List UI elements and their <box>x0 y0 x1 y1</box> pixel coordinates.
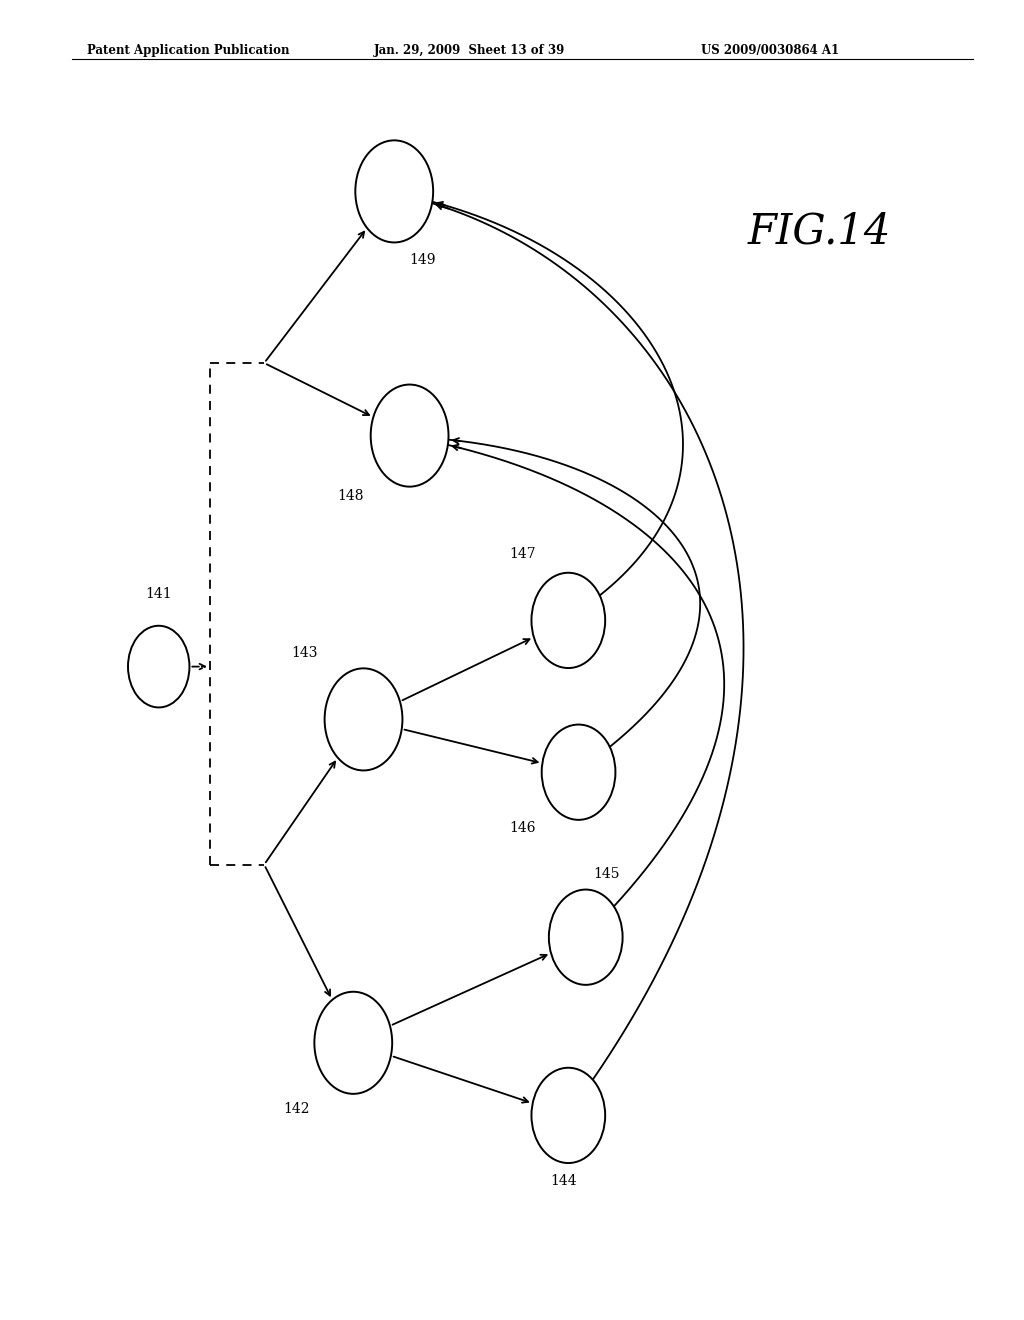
Text: 149: 149 <box>410 253 436 267</box>
Ellipse shape <box>325 668 402 771</box>
Text: Jan. 29, 2009  Sheet 13 of 39: Jan. 29, 2009 Sheet 13 of 39 <box>374 44 565 57</box>
Ellipse shape <box>314 991 392 1094</box>
Text: US 2009/0030864 A1: US 2009/0030864 A1 <box>701 44 840 57</box>
Text: 142: 142 <box>284 1102 310 1115</box>
Text: 144: 144 <box>550 1175 577 1188</box>
Text: FIG.14: FIG.14 <box>748 210 891 252</box>
Text: 146: 146 <box>509 821 536 834</box>
Text: 147: 147 <box>509 548 536 561</box>
Text: 148: 148 <box>337 490 364 503</box>
Text: 143: 143 <box>291 647 317 660</box>
Ellipse shape <box>371 384 449 487</box>
Ellipse shape <box>531 573 605 668</box>
Text: 145: 145 <box>593 867 620 880</box>
Ellipse shape <box>549 890 623 985</box>
Ellipse shape <box>355 140 433 243</box>
Text: 141: 141 <box>145 587 172 601</box>
Ellipse shape <box>531 1068 605 1163</box>
Ellipse shape <box>128 626 189 708</box>
Ellipse shape <box>542 725 615 820</box>
Text: Patent Application Publication: Patent Application Publication <box>87 44 290 57</box>
